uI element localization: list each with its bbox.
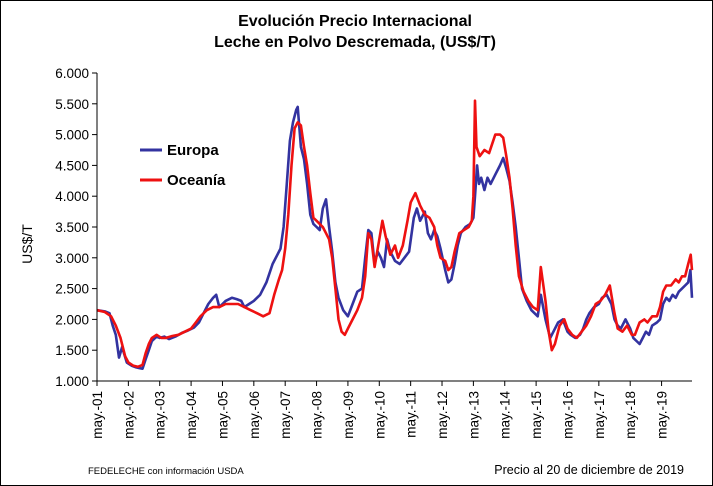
x-tick-label: may.-05 <box>215 391 230 439</box>
x-tick-label: may.-02 <box>121 391 136 439</box>
x-tick-label: may.-01 <box>90 391 105 439</box>
y-tick-label: 2.000 <box>55 312 89 327</box>
x-tick-label: may.-09 <box>341 391 356 439</box>
x-tick-label: may.-14 <box>498 391 513 439</box>
x-tick-label: may.-17 <box>592 391 607 439</box>
y-tick-label: 1.000 <box>55 374 89 389</box>
x-tick-label: may.-16 <box>560 391 575 439</box>
y-tick-label: 4.500 <box>55 158 89 173</box>
source-note: FEDELECHE con información USDA <box>88 466 244 477</box>
y-tick-label: 1.500 <box>55 343 89 358</box>
legend-label-europa: Europa <box>167 142 219 159</box>
x-tick-label: may.-19 <box>655 391 670 439</box>
y-tick-label: 3.000 <box>55 251 89 266</box>
price-date-note: Precio al 20 de diciembre de 2019 <box>494 463 684 477</box>
x-tick-label: may.-18 <box>623 391 638 439</box>
x-tick-label: may.-10 <box>372 391 387 439</box>
y-tick-label: 6.000 <box>55 66 89 81</box>
x-tick-label: may.-03 <box>153 391 168 439</box>
y-axis-label: US$/T <box>19 224 35 264</box>
axes: 1.000 1.500 2.000 2.500 3.000 3.500 4.000 4.500… <box>55 66 692 439</box>
x-tick-label: may.-11 <box>404 391 419 438</box>
y-tick-label: 2.500 <box>55 282 89 297</box>
y-tick-label: 4.000 <box>55 189 89 204</box>
x-tick-label: may.-04 <box>184 391 199 439</box>
series-lines <box>96 99 694 370</box>
x-tick-label: may.-08 <box>310 391 325 439</box>
y-tick-label: 3.500 <box>55 220 89 235</box>
chart-title-line-2: Leche en Polvo Descremada, (US$/T) <box>214 34 496 51</box>
x-tick-label: may.-13 <box>466 391 481 439</box>
x-tick-label: may.-15 <box>529 391 544 439</box>
x-tick-label: may.-12 <box>435 391 450 439</box>
chart-title-line-1: Evolución Precio Internacional <box>238 13 472 30</box>
y-tick-label: 5.000 <box>55 128 89 143</box>
x-tick-label: may.-06 <box>247 391 262 439</box>
series-line-oceania <box>96 99 694 369</box>
x-tick-label: may.-07 <box>278 391 293 439</box>
legend: Europa Oceanía <box>140 142 226 189</box>
y-tick-label: 5.500 <box>55 97 89 112</box>
legend-label-oceania: Oceanía <box>167 172 226 189</box>
